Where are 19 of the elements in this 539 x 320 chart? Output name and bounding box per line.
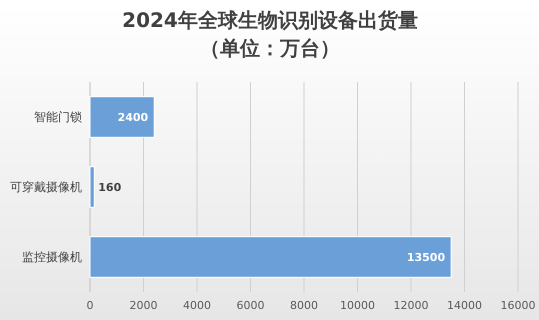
x-tick-label: 0 [86, 299, 94, 312]
bar [90, 236, 452, 278]
x-tick-label: 14000 [447, 299, 482, 312]
bar [90, 96, 155, 138]
x-tick-label: 8000 [290, 299, 318, 312]
chart-title: 2024年全球生物识别设备出货量（单位：万台） [121, 7, 419, 62]
x-tick-label: 4000 [183, 299, 211, 312]
x-tick-label: 16000 [500, 299, 536, 312]
data-label: 2400 [118, 111, 149, 124]
x-tick-label: 2000 [130, 299, 158, 312]
x-tick-label: 12000 [394, 299, 428, 312]
y-tick-label: 智能门锁 [34, 110, 82, 124]
x-tick-label: 6000 [236, 299, 264, 312]
x-tick-label: 10000 [340, 299, 375, 312]
data-label: 160 [98, 181, 122, 194]
data-label: 13500 [406, 251, 446, 264]
y-tick-label: 可穿戴摄像机 [10, 180, 82, 194]
bar [90, 166, 95, 208]
y-tick-label: 监控摄像机 [22, 250, 82, 264]
